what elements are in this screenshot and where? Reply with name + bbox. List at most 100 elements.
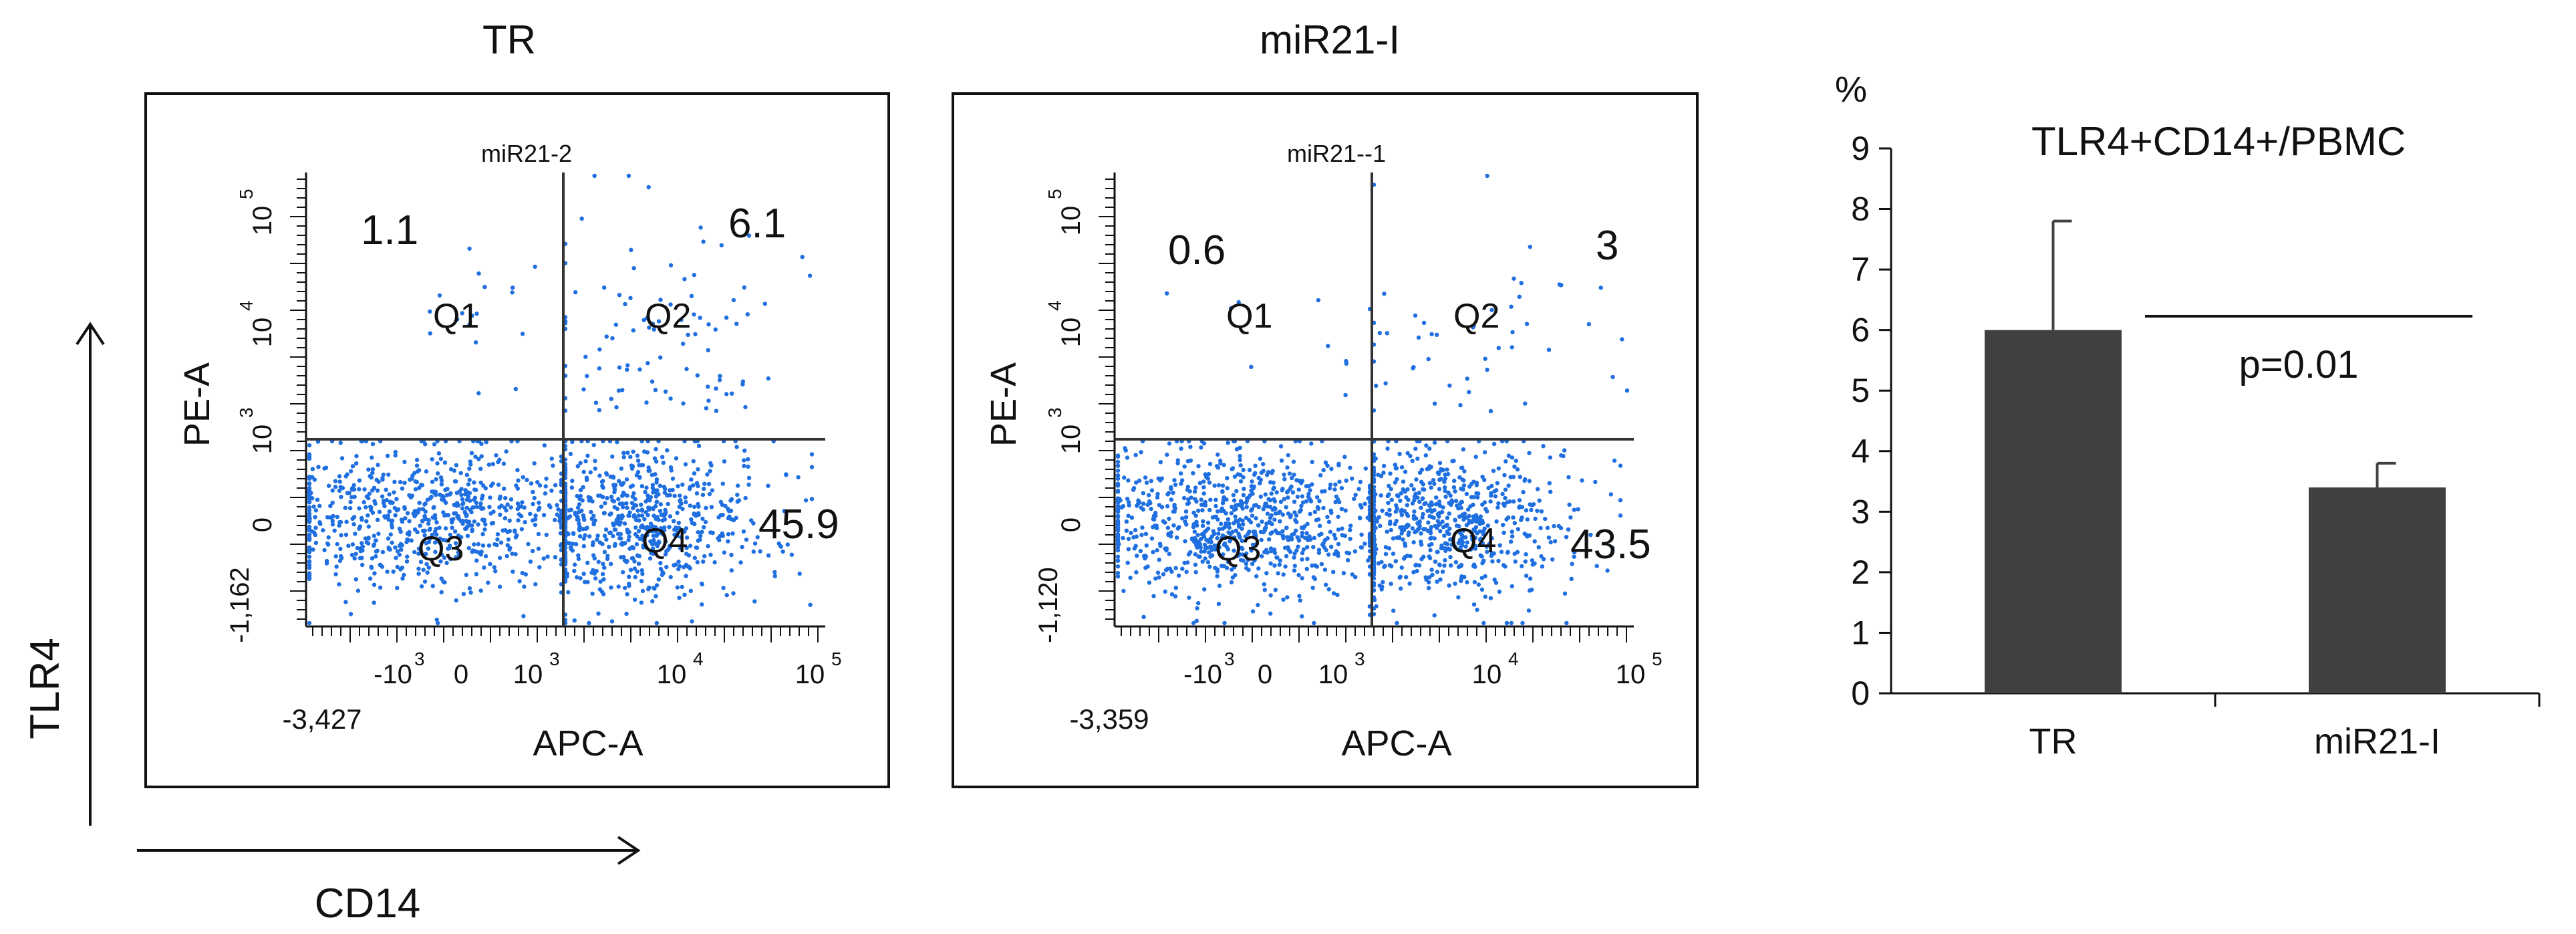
event-dot: [1229, 580, 1234, 585]
event-dot: [1304, 545, 1310, 550]
event-dot: [577, 534, 583, 539]
event-dot: [476, 391, 481, 396]
event-dot: [1249, 364, 1254, 369]
event-dot: [1407, 581, 1412, 586]
event-dot: [399, 548, 404, 552]
event-dot: [495, 532, 500, 537]
event-dot: [1183, 539, 1187, 544]
event-dot: [578, 487, 583, 493]
event-dot: [1348, 523, 1353, 528]
event-dot: [1469, 534, 1474, 538]
event-dot: [1253, 463, 1258, 468]
event-dot: [654, 447, 658, 451]
event-dot: [1489, 536, 1494, 541]
event-dot: [458, 471, 463, 475]
event-dot: [797, 571, 802, 576]
event-dot: [1343, 392, 1348, 398]
y-tick-label: 1: [1851, 614, 1870, 651]
event-dot: [729, 552, 734, 558]
event-dot: [1200, 559, 1205, 564]
event-dot: [1408, 453, 1413, 459]
event-dot: [762, 302, 768, 306]
event-dot: [581, 536, 586, 541]
event-dot: [444, 500, 448, 505]
event-dot: [422, 533, 427, 538]
event-dot: [1344, 478, 1348, 483]
event-dot: [1215, 574, 1220, 578]
event-dot: [1225, 486, 1230, 491]
event-dot: [1169, 486, 1173, 491]
event-dot: [1124, 519, 1129, 524]
event-dot: [352, 556, 357, 561]
event-dot: [1212, 532, 1217, 536]
event-dot: [1459, 548, 1463, 553]
event-dot: [709, 463, 714, 468]
event-dot: [1320, 542, 1325, 547]
event-dot: [472, 497, 476, 502]
event-dot: [580, 498, 585, 503]
event-dot: [1223, 535, 1228, 540]
event-dot: [744, 538, 749, 542]
event-dot: [713, 327, 718, 332]
event-dot: [1447, 526, 1452, 531]
event-dot: [672, 519, 676, 523]
event-dot: [611, 534, 615, 539]
event-dot: [1240, 518, 1245, 523]
event-dot: [498, 494, 503, 499]
event-dot: [395, 549, 400, 554]
event-dot: [528, 559, 533, 564]
event-dot: [578, 461, 583, 465]
event-dot: [661, 461, 666, 465]
event-dot: [1449, 502, 1453, 507]
event-dot: [1345, 558, 1350, 563]
event-dot: [381, 472, 386, 477]
event-dot: [597, 408, 601, 413]
event-dot: [1285, 490, 1290, 495]
event-dot: [374, 538, 378, 543]
event-dot: [313, 508, 319, 513]
event-dot: [616, 497, 621, 501]
event-dot: [702, 481, 707, 486]
y-tick-label: 0: [1056, 517, 1086, 532]
event-dot: [1491, 469, 1496, 473]
event-dot: [658, 561, 663, 566]
event-dot: [654, 594, 658, 598]
event-dot: [378, 585, 383, 590]
event-dot: [1348, 528, 1352, 532]
event-dot: [505, 502, 510, 507]
event-dot: [404, 559, 410, 564]
event-dot: [633, 497, 637, 501]
event-dot: [430, 457, 434, 462]
event-dot: [696, 538, 700, 543]
event-dot: [472, 519, 476, 524]
event-dot: [529, 481, 534, 486]
event-dot: [682, 530, 687, 534]
event-dot: [1387, 507, 1392, 513]
event-dot: [1145, 564, 1150, 569]
event-dot: [1514, 459, 1518, 463]
event-dot: [644, 400, 649, 405]
event-dot: [1322, 567, 1328, 572]
event-dot: [652, 327, 656, 332]
event-dot: [1389, 528, 1393, 533]
event-dot: [612, 489, 617, 495]
event-dot: [1445, 467, 1449, 472]
event-dot: [726, 506, 730, 511]
event-dot: [364, 540, 369, 545]
event-dot: [376, 463, 380, 467]
event-dot: [1242, 486, 1246, 491]
event-dot: [1147, 580, 1152, 585]
event-dot: [1264, 473, 1270, 477]
x-tick-label: 0: [454, 660, 468, 689]
event-dot: [1301, 547, 1306, 552]
event-dot: [1216, 483, 1222, 487]
event-dot: [409, 538, 414, 543]
event-dot: [420, 519, 425, 523]
event-dot: [1212, 483, 1217, 488]
event-dot: [1588, 532, 1593, 538]
event-dot: [1115, 497, 1121, 501]
event-dot: [1310, 482, 1314, 487]
event-dot: [1518, 475, 1522, 479]
event-dot: [607, 512, 612, 517]
event-dot: [696, 467, 700, 472]
